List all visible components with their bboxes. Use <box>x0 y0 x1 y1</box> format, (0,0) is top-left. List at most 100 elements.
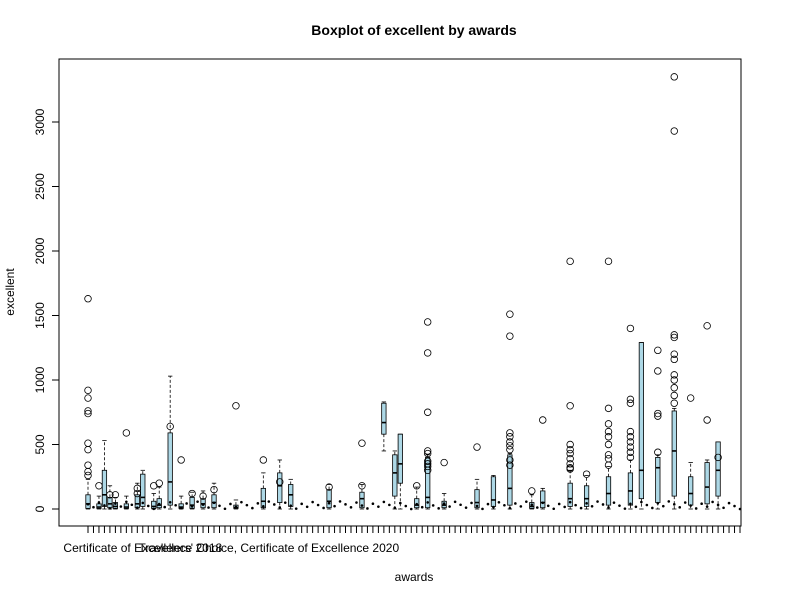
outlier-point <box>626 453 635 462</box>
outlier-point <box>654 409 662 418</box>
small-box-point <box>234 505 238 509</box>
small-box-point <box>634 505 638 509</box>
box <box>101 469 108 507</box>
small-box-point <box>305 505 309 509</box>
small-box-point <box>404 504 408 508</box>
outlier-point <box>84 467 92 476</box>
small-box-point <box>300 502 303 506</box>
box-group <box>259 456 268 510</box>
small-box-point <box>420 505 424 509</box>
outlier-point <box>413 482 421 490</box>
outlier-point <box>670 73 678 81</box>
small-box-point <box>546 504 550 508</box>
box-group <box>150 482 158 510</box>
small-box-point <box>360 504 364 507</box>
box <box>474 489 480 509</box>
box <box>567 482 573 507</box>
small-box-point <box>557 502 561 506</box>
small-box-point <box>481 507 484 511</box>
box <box>638 342 644 500</box>
small-box-point <box>125 500 128 504</box>
outlier-point <box>670 331 678 339</box>
small-box-point <box>327 501 331 505</box>
box <box>540 490 546 509</box>
box-group <box>101 440 108 510</box>
small-box-point <box>700 502 703 506</box>
small-box-point <box>733 504 736 508</box>
small-box-point <box>256 502 260 505</box>
box-group <box>122 429 131 510</box>
outlier-point <box>84 461 92 469</box>
box-group <box>539 416 547 510</box>
y-tick-label: 2000 <box>33 237 47 264</box>
small-box-point <box>716 503 720 507</box>
small-box-point <box>601 503 605 506</box>
box <box>151 500 157 509</box>
small-box-point <box>683 501 687 504</box>
box-group <box>177 456 185 510</box>
small-box-point <box>119 505 123 508</box>
outlier-point <box>358 439 366 447</box>
outlier-point <box>111 491 120 499</box>
outlier-point <box>654 346 662 355</box>
small-box-point <box>661 504 665 508</box>
outlier-point <box>566 449 574 458</box>
outlier-point <box>626 433 635 441</box>
outlier-point <box>604 257 613 266</box>
outlier-point <box>604 451 613 459</box>
box-group <box>473 443 481 510</box>
outlier-point <box>276 478 284 486</box>
outlier-point <box>423 449 432 458</box>
box-series <box>84 73 742 511</box>
outlier-point <box>199 492 207 500</box>
small-box-point <box>508 506 512 510</box>
small-box-point <box>563 505 566 509</box>
outlier-point <box>566 440 574 449</box>
small-box-point <box>453 500 457 504</box>
small-box-point <box>366 507 369 510</box>
small-box-point <box>108 507 112 510</box>
outlier-point <box>84 409 92 418</box>
small-box-point <box>267 500 271 503</box>
outlier-point <box>84 394 92 402</box>
box <box>326 489 332 509</box>
box-group <box>703 322 711 510</box>
small-box-point <box>596 500 599 503</box>
outlier-point <box>566 445 574 454</box>
box <box>123 503 129 509</box>
outlier-point <box>604 433 613 441</box>
outlier-point <box>166 422 174 431</box>
outlier-point <box>604 427 613 436</box>
outlier-point <box>604 420 613 428</box>
small-box-point <box>525 500 528 503</box>
small-box-point <box>114 502 117 505</box>
small-box-point <box>333 504 336 508</box>
small-box-point <box>552 507 556 511</box>
box <box>605 476 612 506</box>
box-group <box>392 450 398 510</box>
small-box-point <box>492 505 495 509</box>
small-box-point <box>623 507 627 510</box>
y-tick-label: 2500 <box>33 173 47 200</box>
outlier-point <box>84 295 92 303</box>
box-group <box>140 469 146 510</box>
small-box-point <box>86 502 90 506</box>
outlier-point <box>358 482 366 490</box>
small-box-point <box>448 505 451 508</box>
box <box>107 496 113 509</box>
outlier-point <box>122 429 131 437</box>
outlier-point <box>566 460 574 468</box>
small-box-point <box>272 503 276 506</box>
small-box-point <box>431 504 435 507</box>
box-group <box>210 482 218 510</box>
outlier-point <box>670 355 678 364</box>
outlier-point <box>626 438 635 446</box>
small-box-point <box>590 504 594 508</box>
outlier-point <box>670 350 678 358</box>
small-box-point <box>672 503 676 506</box>
box <box>392 454 398 497</box>
box-group <box>582 470 591 510</box>
outlier-point <box>654 367 662 375</box>
outlier-point <box>626 399 635 407</box>
